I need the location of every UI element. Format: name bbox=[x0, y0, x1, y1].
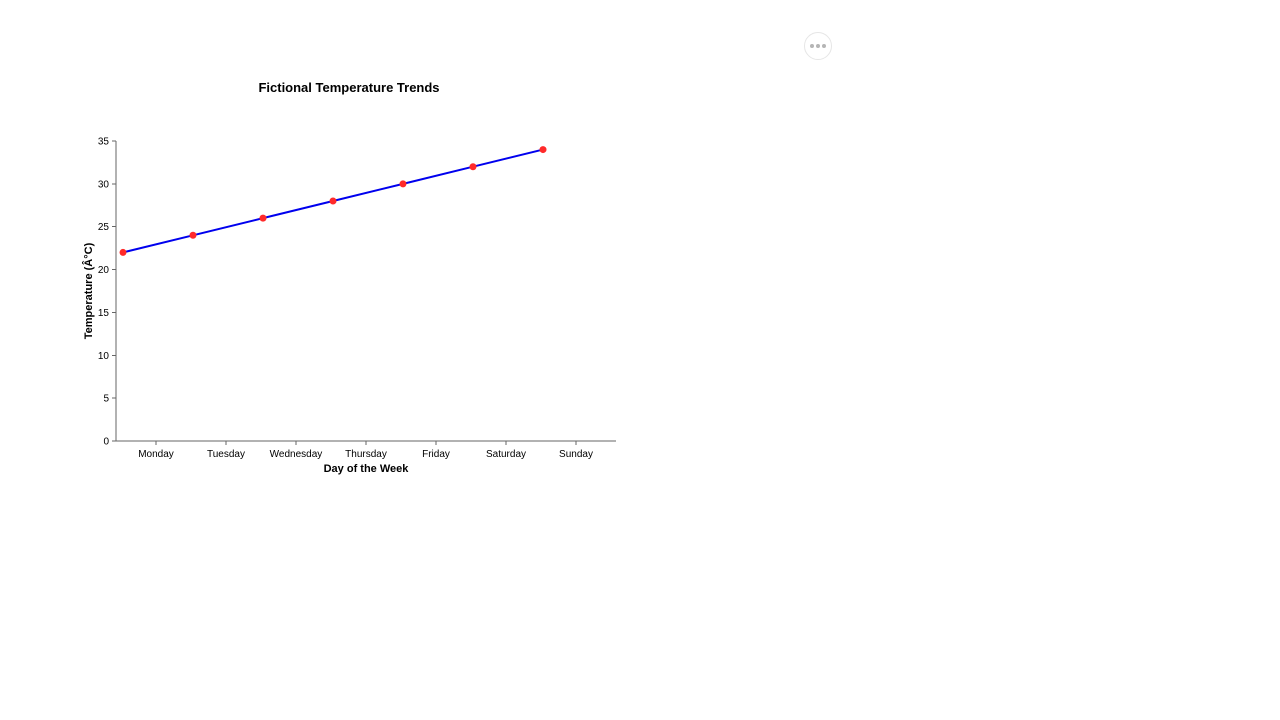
data-point[interactable] bbox=[539, 146, 547, 154]
x-tick-label: Friday bbox=[422, 449, 450, 460]
y-tick-label: 20 bbox=[98, 265, 110, 276]
y-tick-label: 15 bbox=[98, 308, 110, 319]
series-group bbox=[119, 146, 547, 256]
y-tick-label: 35 bbox=[98, 137, 110, 148]
y-axis-label: Temperature (Â°C) bbox=[82, 242, 95, 339]
x-axis: Monday Tuesday Wednesday Thursday Friday Satu… bbox=[116, 440, 616, 460]
more-horizontal-icon bbox=[810, 44, 814, 48]
x-tick-label: Monday bbox=[138, 449, 174, 460]
data-point[interactable] bbox=[189, 231, 197, 239]
y-tick-label: 25 bbox=[98, 222, 110, 233]
x-tick-label: Tuesday bbox=[207, 449, 245, 460]
data-point[interactable] bbox=[469, 163, 477, 171]
y-tick-label: 30 bbox=[98, 179, 110, 190]
more-options-button[interactable] bbox=[804, 32, 832, 60]
chart-title: Fictional Temperature Trends bbox=[258, 80, 439, 95]
x-tick-label: Sunday bbox=[559, 449, 593, 460]
x-tick-label: Saturday bbox=[486, 449, 526, 460]
data-point[interactable] bbox=[329, 197, 337, 205]
y-tick-label: 0 bbox=[103, 437, 109, 448]
y-tick-label: 10 bbox=[98, 351, 110, 362]
data-point[interactable] bbox=[119, 248, 127, 256]
line-chart: Fictional Temperature Trends 0 5 10 15 20 25 3… bbox=[82, 80, 616, 475]
x-axis-label: Day of the Week bbox=[324, 463, 410, 475]
x-tick-label: Wednesday bbox=[270, 449, 323, 460]
x-tick-label: Thursday bbox=[345, 449, 387, 460]
data-point[interactable] bbox=[399, 180, 407, 188]
more-horizontal-icon-dot bbox=[822, 44, 826, 48]
y-tick-label: 5 bbox=[103, 394, 109, 405]
data-point[interactable] bbox=[259, 214, 267, 222]
more-horizontal-icon-dot bbox=[816, 44, 820, 48]
y-axis: 0 5 10 15 20 25 30 35 bbox=[98, 137, 117, 448]
